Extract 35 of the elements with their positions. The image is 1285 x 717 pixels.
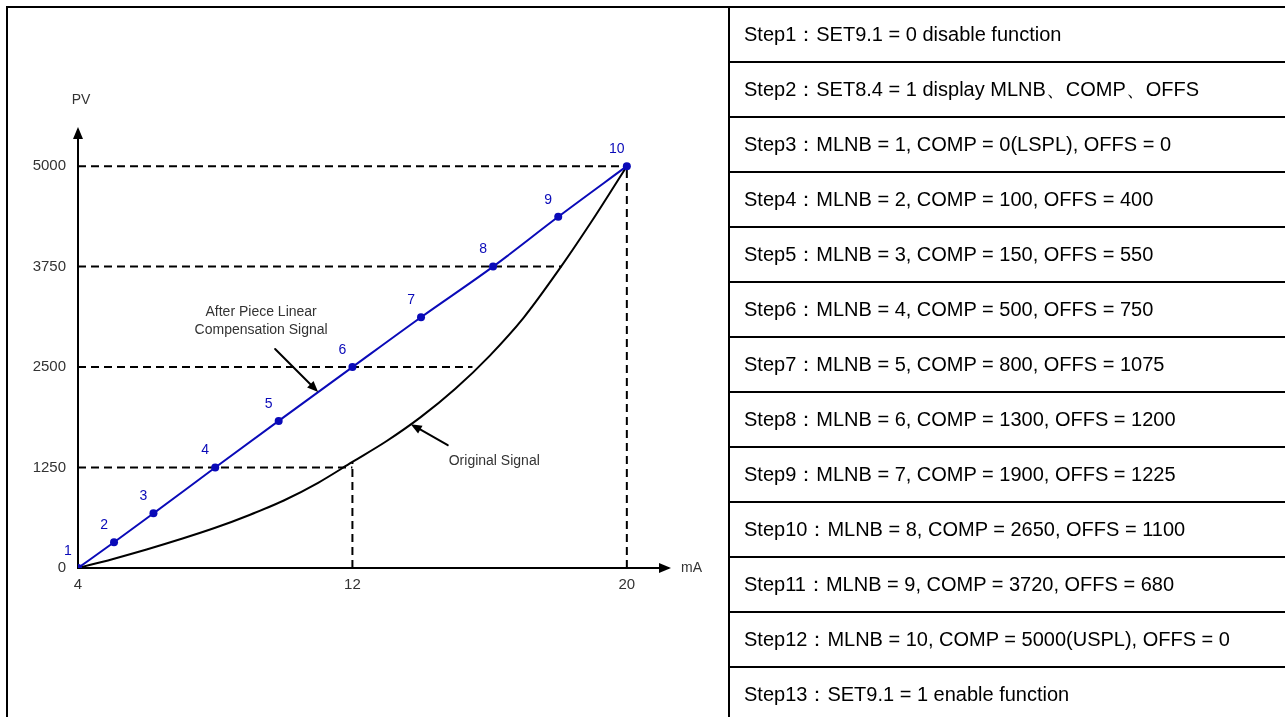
y-tick-label: 0 bbox=[57, 558, 66, 576]
annotation: Original Signal bbox=[448, 452, 540, 468]
x-tick-label: 12 bbox=[344, 575, 361, 593]
text: Step9：MLNB = 7, COMP = 1900, OFFS = 1225 bbox=[730, 448, 1285, 503]
x-axis-title: mA bbox=[681, 558, 703, 575]
annotation: 8 bbox=[479, 240, 488, 257]
text: Step11：MLNB = 9, COMP = 3720, OFFS = 680 bbox=[730, 558, 1285, 613]
x-tick-label: 20 bbox=[618, 575, 636, 593]
text: Step7：MLNB = 5, COMP = 800, OFFS = 1075 bbox=[730, 338, 1285, 393]
text: Step5：MLNB = 3, COMP = 150, OFFS = 550 bbox=[730, 228, 1285, 283]
y-axis-title: PV bbox=[71, 90, 91, 107]
annotation: After Piece Linear Compensation Signal bbox=[194, 302, 328, 337]
y-tick-label: 5000 bbox=[32, 156, 66, 174]
text: Step6：MLNB = 4, COMP = 500, OFFS = 750 bbox=[730, 283, 1285, 338]
x-tick-label: 4 bbox=[73, 575, 83, 593]
y-tick-label: 1250 bbox=[32, 457, 66, 475]
y-tick-label: 2500 bbox=[32, 357, 66, 375]
text: Step12：MLNB = 10, COMP = 5000(USPL), OFFS = 0 bbox=[730, 613, 1285, 668]
annotation: 1 bbox=[64, 541, 73, 558]
text: Step1：SET9.1 = 0 disable function bbox=[730, 8, 1285, 63]
annotation: 7 bbox=[407, 291, 416, 308]
annotation: 9 bbox=[544, 190, 553, 207]
text: Step10：MLNB = 8, COMP = 2650, OFFS = 1100 bbox=[730, 503, 1285, 558]
annotation: 2 bbox=[100, 516, 109, 533]
text: Step4：MLNB = 2, COMP = 100, OFFS = 400 bbox=[730, 173, 1285, 228]
text: Step13：SET9.1 = 1 enable function bbox=[730, 668, 1285, 717]
annotation: 10 bbox=[609, 140, 625, 157]
annotation: 5 bbox=[264, 394, 273, 411]
y-tick-label: 3750 bbox=[32, 256, 66, 274]
annotation: 4 bbox=[201, 441, 210, 458]
text: Step2：SET8.4 = 1 display MLNB、COMP、OFFS bbox=[730, 63, 1285, 118]
annotation: 3 bbox=[139, 487, 148, 504]
annotation: 6 bbox=[338, 340, 347, 357]
text: Step8：MLNB = 6, COMP = 1300, OFFS = 1200 bbox=[730, 393, 1285, 448]
text: Step3：MLNB = 1, COMP = 0(LSPL), OFFS = 0 bbox=[730, 118, 1285, 173]
